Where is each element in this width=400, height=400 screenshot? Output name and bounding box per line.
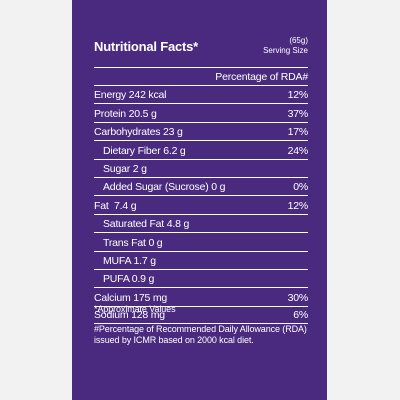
nutrient-label: Sugar 2 g bbox=[103, 162, 147, 175]
nutrient-row-saturated-fat: Saturated Fat 4.8 g bbox=[94, 213, 308, 232]
nutrient-label: Calcium 175 mg bbox=[94, 291, 168, 304]
nutrient-rda-value: 30% bbox=[287, 291, 309, 304]
nutrient-row-protein: Protein 20.5 g 37% bbox=[94, 103, 308, 121]
nutrient-label: Energy 242 kcal bbox=[94, 89, 167, 102]
header-divider bbox=[94, 67, 308, 68]
nutrition-facts-panel: Nutritional Facts* (65g) Serving Size Pe… bbox=[72, 0, 327, 400]
nutrient-rda-value: 6% bbox=[293, 309, 308, 322]
nutrient-label: Saturated Fat 4.8 g bbox=[103, 218, 190, 231]
nutrient-label: Trans Fat 0 g bbox=[103, 236, 163, 249]
serving-amount: (65g) bbox=[289, 36, 308, 45]
nutrient-table: Energy 242 kcal 12% Protein 20.5 g 37% C… bbox=[94, 85, 309, 325]
nutrient-label: Carbohydrates 23 g bbox=[94, 126, 183, 139]
nutrient-row-trans-fat: Trans Fat 0 g bbox=[94, 232, 308, 250]
nutrient-row-dietary-fiber: Dietary Fiber 6.2 g 24% bbox=[94, 140, 308, 158]
nutrient-row-calcium: Calcium 175 mg 30% bbox=[94, 287, 308, 305]
serving-size: (65g) Serving Size bbox=[263, 36, 308, 56]
panel-title: Nutritional Facts* bbox=[94, 39, 199, 54]
nutrient-label: Dietary Fiber 6.2 g bbox=[103, 144, 186, 157]
nutrient-row-pufa: PUFA 0.9 g bbox=[94, 268, 308, 287]
nutrient-label: Protein 20.5 g bbox=[94, 107, 157, 120]
nutrient-rda-value: 12% bbox=[287, 199, 309, 212]
footnote-rda: #Percentage of Recommended Daily Allowan… bbox=[94, 323, 307, 346]
nutrient-row-fat: Fat 7.4 g 12% bbox=[94, 195, 308, 213]
nutrient-label: Added Sugar (Sucrose) 0 g bbox=[103, 181, 226, 194]
nutrient-row-energy: Energy 242 kcal 12% bbox=[94, 85, 308, 103]
nutrient-row-mufa: MUFA 1.7 g bbox=[94, 250, 308, 269]
rda-column-header: Percentage of RDA# bbox=[215, 71, 308, 83]
serving-label: Serving Size bbox=[263, 46, 308, 55]
nutrient-rda-value: 0% bbox=[293, 181, 308, 194]
nutrient-label: MUFA 1.7 g bbox=[103, 254, 156, 267]
footnotes: *Approximate Values #Percentage of Recom… bbox=[94, 304, 313, 347]
nutrient-rda-value: 17% bbox=[287, 126, 309, 139]
nutrient-row-sugar: Sugar 2 g bbox=[94, 158, 308, 177]
nutrient-label: PUFA 0.9 g bbox=[103, 273, 155, 286]
footnote-approximate: *Approximate Values bbox=[94, 304, 176, 314]
nutrient-label: Sodium 128 mg bbox=[94, 309, 165, 322]
nutrient-rda-value: 37% bbox=[287, 107, 309, 120]
nutrient-row-sodium: Sodium 128 mg 6% bbox=[94, 305, 308, 325]
nutrient-row-added-sugar: Added Sugar (Sucrose) 0 g 0% bbox=[94, 176, 308, 195]
nutrient-rda-value: 24% bbox=[287, 144, 309, 157]
nutrient-rda-value: 12% bbox=[287, 89, 309, 102]
nutrient-row-carbohydrates: Carbohydrates 23 g 17% bbox=[94, 121, 309, 140]
nutrient-label: Fat 7.4 g bbox=[94, 199, 137, 212]
